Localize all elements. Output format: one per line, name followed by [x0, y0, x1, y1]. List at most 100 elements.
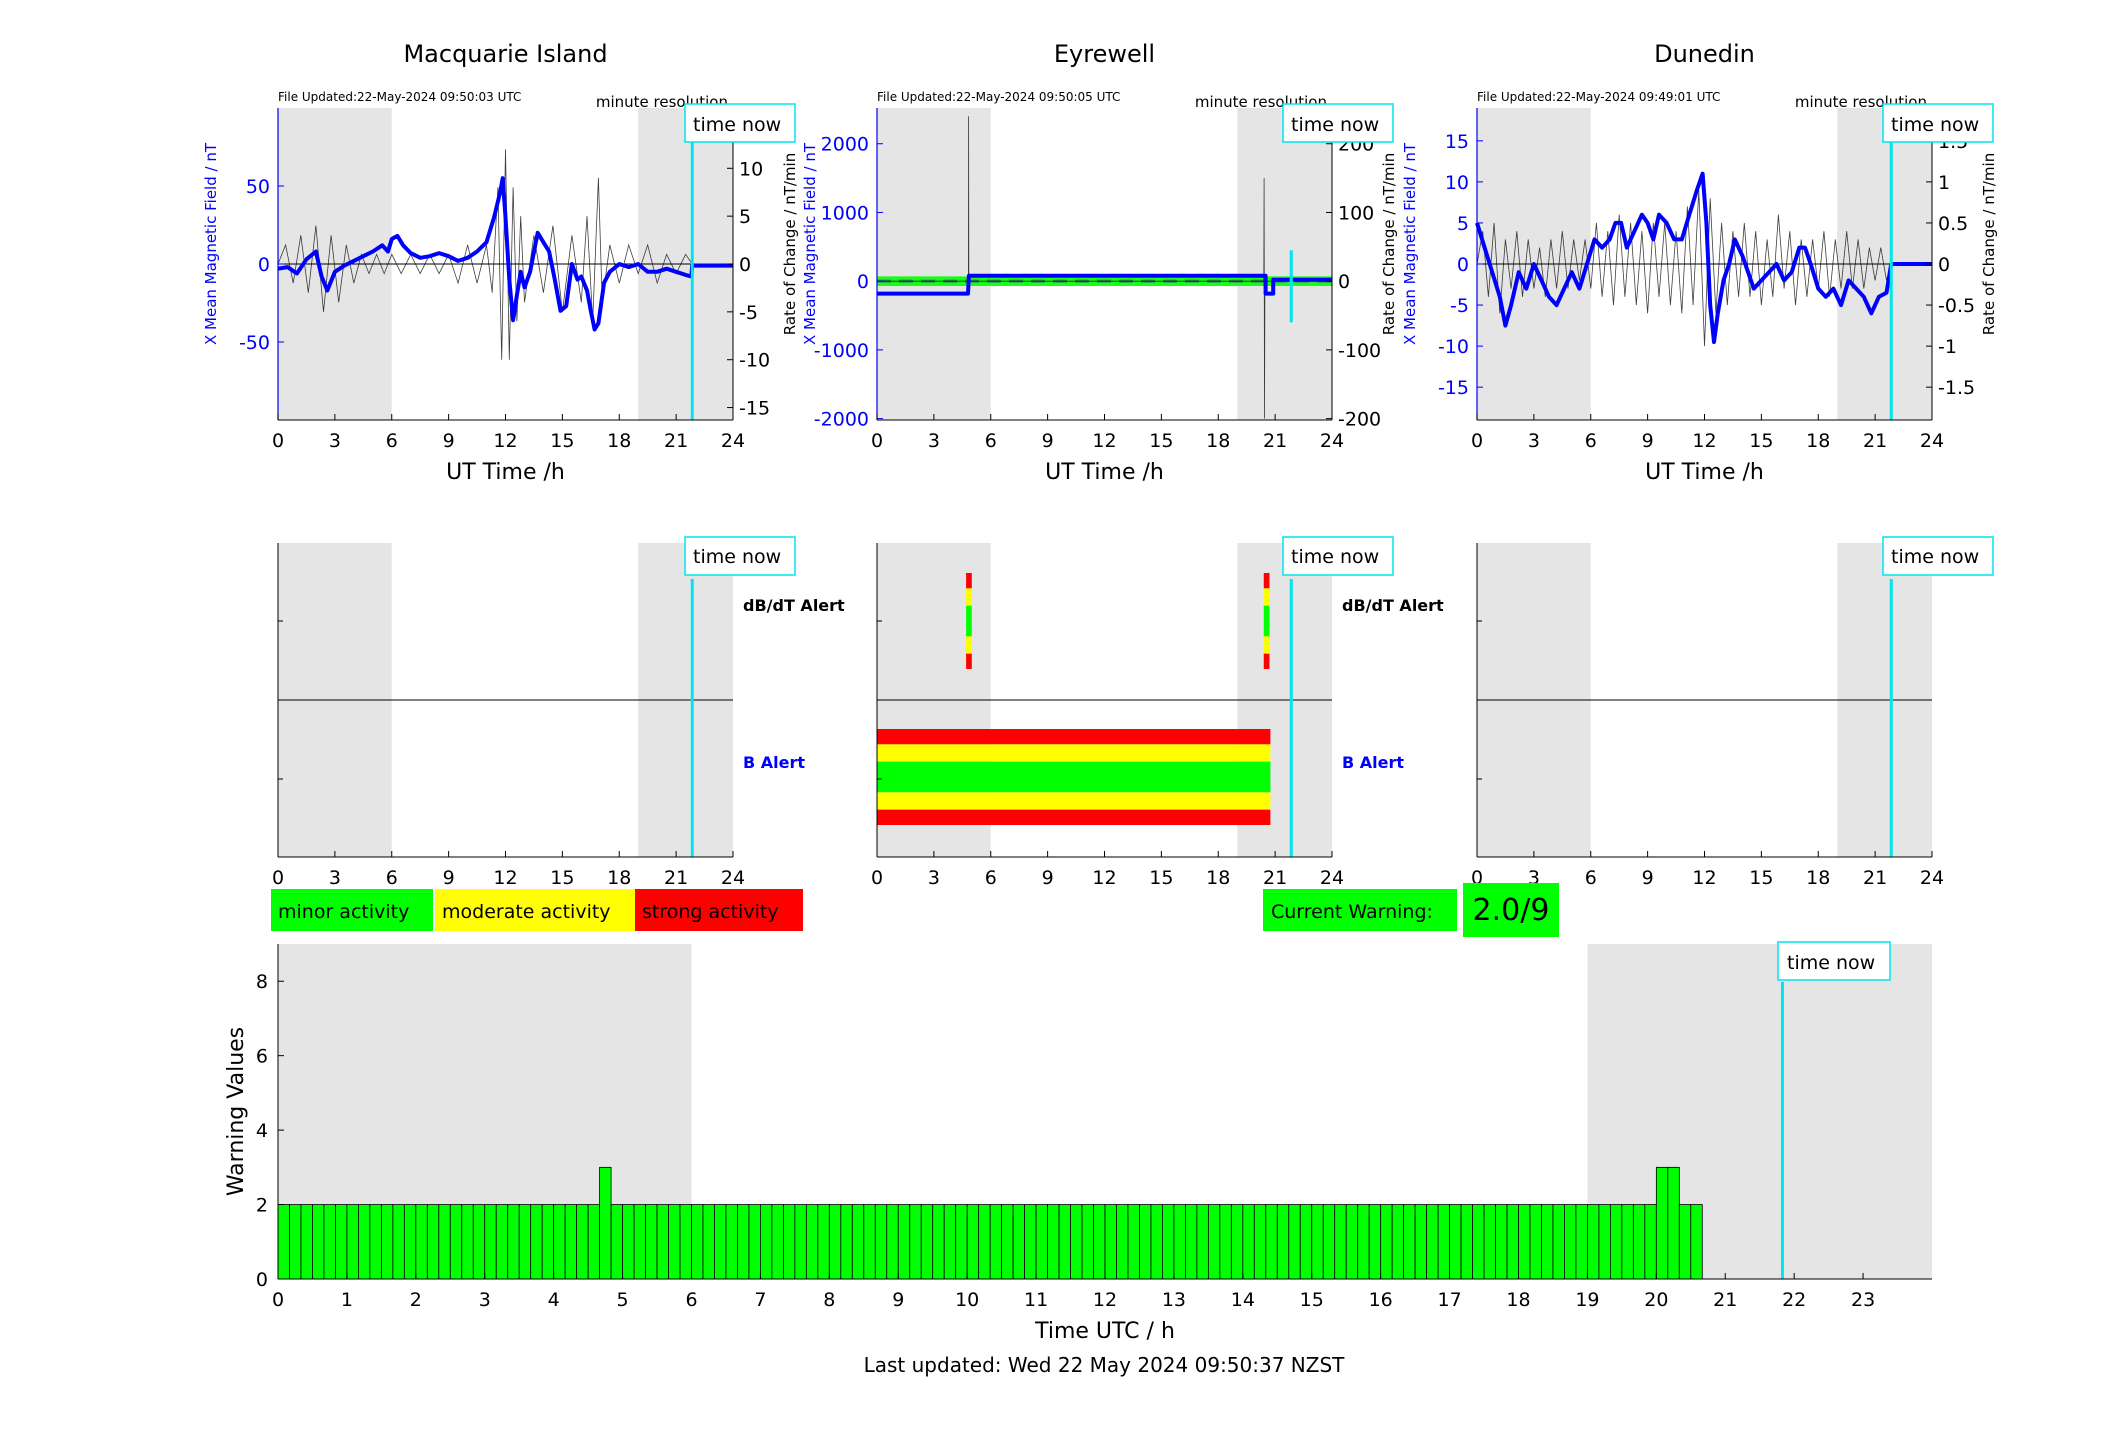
warning-bar [1299, 1204, 1313, 1280]
warning-bar [771, 1204, 784, 1280]
right-tick-label: 100 [1338, 202, 1374, 224]
warning-x-tick-label: 1 [341, 1289, 353, 1311]
warning-x-tick-label: 23 [1851, 1289, 1875, 1311]
warning-y-axis-title: Warning Values [224, 1027, 249, 1196]
warning-bar [633, 1204, 646, 1280]
warning-bar [1483, 1204, 1496, 1280]
warning-bar [1472, 1204, 1485, 1280]
left-tick-label: 15 [1445, 131, 1469, 153]
time-now-label: time now [1787, 952, 1875, 974]
dbdt-alert-stripe-strong [1263, 573, 1270, 589]
x-tick-label: 0 [871, 430, 883, 452]
warning-bar [289, 1204, 302, 1280]
dbdt-alert-stripe-strong [966, 573, 972, 589]
b-alert-label: B Alert [1342, 753, 1404, 772]
warning-bar [438, 1204, 451, 1280]
x-tick-label: 0 [1471, 430, 1483, 452]
warning-bar [1667, 1166, 1680, 1280]
time-now-box [1282, 103, 1394, 143]
warning-bar [392, 1204, 405, 1280]
right-tick-label: -200 [1338, 409, 1381, 431]
warning-bar [805, 1204, 819, 1280]
warning-bar [1621, 1204, 1634, 1280]
warning-x-axis-title: Time UTC / h [1034, 1319, 1175, 1344]
warning-bar [1334, 1204, 1347, 1280]
warning-y-tick-label: 8 [256, 971, 268, 993]
warning-bar [1288, 1204, 1301, 1280]
warning-bar [1047, 1204, 1060, 1280]
warning-bar [978, 1204, 991, 1280]
b-alert-stripe-strong [877, 809, 1271, 825]
time-now-box [684, 536, 796, 576]
x-tick-label: 9 [1642, 867, 1654, 889]
warning-bar [1449, 1204, 1462, 1280]
b-alert-label: B Alert [743, 753, 805, 772]
time-now-label: time now [1891, 546, 1979, 568]
warning-bar [507, 1204, 520, 1280]
x-tick-label: 15 [1149, 430, 1173, 452]
right-tick-label: -100 [1338, 340, 1381, 362]
right-tick-label: 0 [739, 254, 751, 276]
x-tick-label: 18 [1806, 867, 1830, 889]
x-tick-label: 24 [1320, 430, 1344, 452]
warning-bar [1104, 1204, 1117, 1280]
warning-bar [1081, 1204, 1094, 1280]
dbdt-alert-stripe-moderate [1263, 588, 1270, 606]
x-tick-label: 21 [1263, 430, 1287, 452]
left-tick-label: -10 [1438, 336, 1469, 358]
warning-bar [1058, 1204, 1071, 1280]
warning-bar [1035, 1204, 1048, 1280]
x-tick-label: 3 [928, 430, 940, 452]
rate-of-change-series [277, 149, 733, 360]
warning-bar [1437, 1204, 1450, 1280]
warning-bar [1311, 1204, 1324, 1280]
time-now-box [684, 103, 796, 143]
warning-bar [840, 1204, 853, 1280]
x-tick-label: 18 [1206, 430, 1230, 452]
warning-bar [1207, 1204, 1221, 1280]
x-tick-label: 15 [550, 867, 574, 889]
right-tick-label: -15 [739, 398, 770, 420]
warning-bar [897, 1204, 911, 1280]
current-warning-label: Current Warning: [1271, 901, 1433, 923]
warning-bar [461, 1204, 474, 1280]
right-tick-label: -5 [739, 302, 758, 324]
warning-bar [1564, 1204, 1577, 1280]
warning-bar [1391, 1204, 1405, 1280]
current-warning: Current Warning: 2.0/9 [1263, 883, 1559, 937]
left-tick-label: -1000 [814, 340, 869, 362]
warning-bar [1426, 1204, 1439, 1280]
x-tick-label: 3 [329, 867, 341, 889]
x-tick-label: 3 [329, 430, 341, 452]
warning-bar [1276, 1204, 1290, 1280]
b-alert-stripe-minor [877, 761, 1271, 793]
warning-y-tick-label: 2 [256, 1195, 268, 1217]
warning-bar [1253, 1204, 1267, 1280]
warning-bar [966, 1204, 980, 1280]
warning-bar [622, 1204, 635, 1280]
right-tick-label: 5 [739, 206, 751, 228]
warning-bar [668, 1204, 681, 1280]
x-tick-label: 6 [985, 867, 997, 889]
warning-bar [1368, 1204, 1382, 1280]
x-tick-label: 15 [1749, 430, 1773, 452]
warning-bar [1093, 1204, 1106, 1280]
time-now-box [1777, 941, 1891, 981]
x-tick-label: 12 [1092, 430, 1116, 452]
right-axis-title: Rate of Change / nT/min [1980, 153, 1998, 335]
x-axis-title: UT Time /h [1045, 460, 1164, 485]
warning-bar [782, 1204, 796, 1280]
station-title: Macquarie Island [403, 40, 607, 68]
warning-bar [851, 1204, 865, 1280]
warning-bar [426, 1204, 440, 1280]
right-tick-label: -10 [739, 350, 770, 372]
warning-bar [645, 1204, 658, 1280]
right-tick-label: 0 [1338, 271, 1350, 293]
warning-x-tick-label: 4 [548, 1289, 560, 1311]
warning-bar [725, 1204, 738, 1280]
x-tick-label: 18 [1806, 430, 1830, 452]
warning-x-tick-label: 3 [479, 1289, 491, 1311]
